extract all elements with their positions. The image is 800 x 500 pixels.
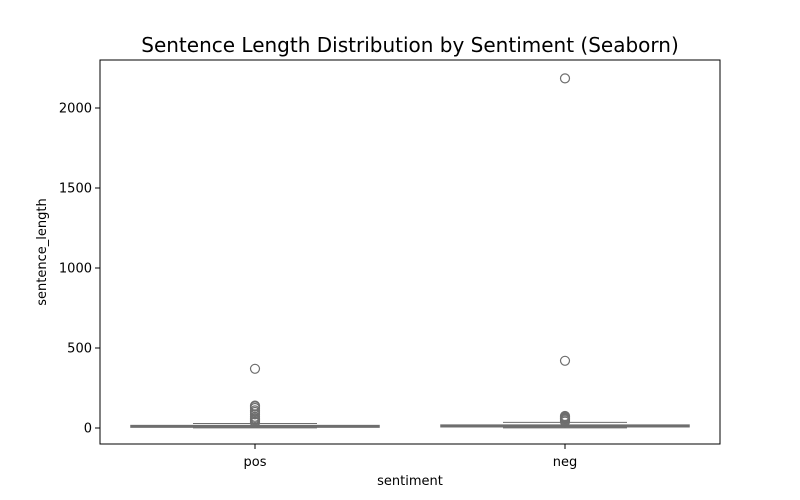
- y-axis-label: sentence_length: [35, 198, 50, 305]
- y-tick-label: 500: [67, 342, 92, 357]
- chart-title: Sentence Length Distribution by Sentimen…: [141, 33, 679, 57]
- box-group-neg: [440, 73, 690, 429]
- y-tick-label: 2000: [59, 102, 92, 117]
- outlier-point: [249, 400, 261, 411]
- x-axis-label: sentiment: [377, 474, 443, 489]
- outlier-point: [559, 355, 571, 366]
- outlier-point: [249, 363, 261, 374]
- x-tick-label: neg: [553, 455, 578, 470]
- outlier-point: [559, 73, 571, 84]
- box-series: [130, 73, 690, 429]
- y-tick-label: 1000: [59, 262, 92, 277]
- outlier-point: [559, 410, 571, 422]
- y-axis: 0 500 1000 1500 2000: [59, 102, 100, 437]
- plot-area-frame: [99, 59, 721, 445]
- x-axis: pos neg: [244, 444, 578, 470]
- box-group-pos: [130, 363, 380, 429]
- x-tick-label: pos: [244, 455, 267, 470]
- y-tick-label: 1500: [59, 182, 92, 197]
- y-tick-label: 0: [84, 422, 92, 437]
